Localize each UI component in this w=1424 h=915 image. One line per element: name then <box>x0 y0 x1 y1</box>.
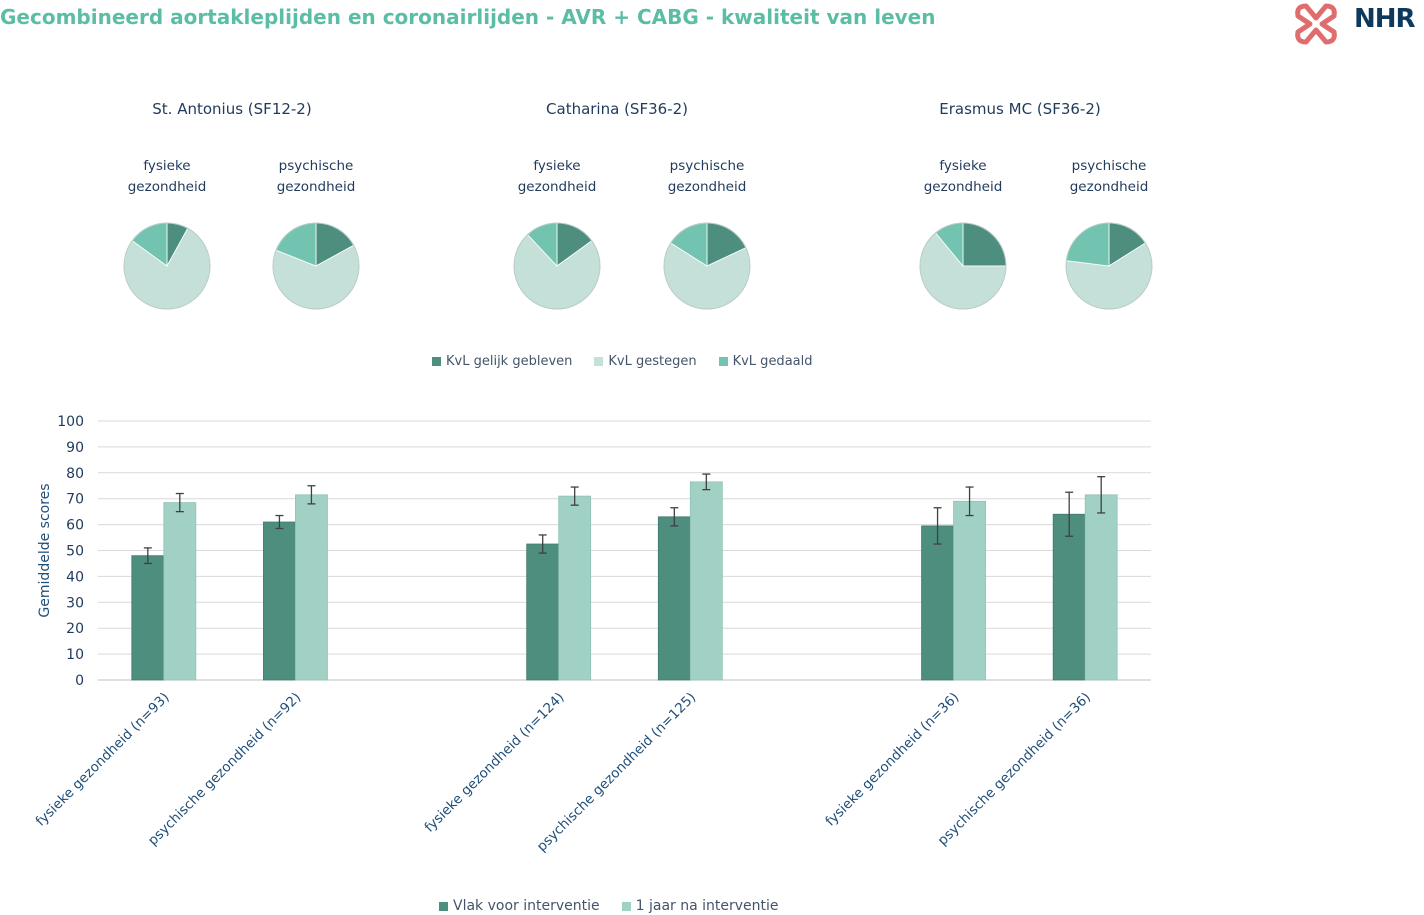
nhr-logo-icon <box>1295 3 1337 45</box>
pie-label-line: fysieke <box>939 158 987 174</box>
hospital-title: St. Antonius (SF12-2) <box>152 100 312 118</box>
bar <box>1084 494 1118 681</box>
pie-label-line: gezondheid <box>517 179 597 195</box>
y-tick-label: 100 <box>57 414 84 430</box>
legend-swatch <box>439 901 448 911</box>
y-axis-label: Gemiddelde scores <box>37 483 53 617</box>
bar <box>921 525 954 681</box>
y-tick-label: 60 <box>66 518 84 534</box>
legend-label: KvL gestegen <box>608 354 697 369</box>
legend-label: Vlak voor interventie <box>453 898 600 914</box>
bar <box>295 494 328 681</box>
legend-swatch <box>718 357 728 366</box>
bar <box>689 481 723 681</box>
pie-label-line: gezondheid <box>923 179 1003 195</box>
x-tick-label: psychische gezondheid (n=92) <box>145 690 304 849</box>
legend-swatch <box>432 357 441 366</box>
pie-label: psychische gezondheid <box>647 156 767 198</box>
y-tick-label: 20 <box>66 621 84 637</box>
pie-outline <box>919 222 1007 310</box>
pie-chart <box>272 222 360 310</box>
pie-label: psychische gezondheid <box>256 156 376 198</box>
pie-label: fysieke gezondheid <box>903 156 1023 198</box>
legend-label: KvL gedaald <box>732 354 813 369</box>
pie-label-line: gezondheid <box>276 179 356 195</box>
pie-chart <box>1065 222 1153 310</box>
page-title: Gecombineerd aortakleplijden en coronair… <box>0 5 936 29</box>
x-tick-label: fysieke gezondheid (n=124) <box>421 690 567 836</box>
pie-outline <box>123 222 211 310</box>
pie-outline <box>663 222 751 310</box>
pie-outline <box>513 222 601 310</box>
x-tick-label: fysieke gezondheid (n=36) <box>822 690 962 830</box>
y-tick-label: 0 <box>75 673 84 689</box>
pie-label-line: gezondheid <box>667 179 747 195</box>
bar-legend: Vlak voor interventie 1 jaar na interven… <box>439 898 779 914</box>
y-tick-label: 80 <box>66 466 84 482</box>
bar-legend-item: 1 jaar na interventie <box>621 898 779 914</box>
pie-label-line: fysieke <box>533 158 581 174</box>
bar <box>263 521 296 681</box>
pie-legend-item: KvL gedaald <box>718 354 813 369</box>
pie-slice-gedaald <box>1065 222 1110 267</box>
pie-legend-item: KvL gestegen <box>594 354 697 369</box>
bar-legend-item: Vlak voor interventie <box>439 898 600 914</box>
y-tick-label: 30 <box>66 595 84 611</box>
pie-legend-item: KvL gelijk gebleven <box>432 354 572 369</box>
x-tick-label: psychische gezondheid (n=36) <box>935 690 1094 849</box>
pie-label-line: gezondheid <box>1069 179 1149 195</box>
pie-label: fysieke gezondheid <box>497 156 617 198</box>
y-tick-label: 40 <box>66 569 84 585</box>
pie-label-line: gezondheid <box>127 179 207 195</box>
bar <box>953 500 986 681</box>
pie-chart <box>513 222 601 310</box>
pie-chart <box>919 222 1007 310</box>
pie-slice-gelijk <box>962 222 1007 267</box>
bar <box>163 502 197 681</box>
pie-outline <box>272 222 360 310</box>
x-tick-label: fysieke gezondheid (n=93) <box>33 690 173 830</box>
pie-chart <box>663 222 751 310</box>
y-tick-label: 50 <box>66 544 84 560</box>
y-tick-label: 10 <box>66 647 84 663</box>
pie-outline <box>1065 222 1153 310</box>
legend-swatch <box>594 357 604 366</box>
pie-label-line: psychische <box>1071 158 1147 174</box>
bar <box>1052 513 1086 681</box>
hospital-title: Erasmus MC (SF36-2) <box>939 100 1101 118</box>
pie-label-line: psychische <box>669 158 745 174</box>
pie-chart <box>123 222 211 310</box>
bar <box>657 516 691 681</box>
legend-label: KvL gelijk gebleven <box>446 354 573 369</box>
y-tick-label: 70 <box>66 492 84 508</box>
pie-label: fysieke gezondheid <box>107 156 227 198</box>
bar <box>558 495 592 681</box>
bar <box>131 555 165 681</box>
pie-label: psychische gezondheid <box>1049 156 1169 198</box>
x-tick-label: psychische gezondheid (n=125) <box>534 690 699 855</box>
y-tick-label: 90 <box>66 440 84 456</box>
logo-text: NHR <box>1354 4 1416 34</box>
hospital-title: Catharina (SF36-2) <box>546 100 688 118</box>
bar <box>526 543 560 681</box>
pie-label-line: fysieke <box>143 158 191 174</box>
legend-label: 1 jaar na interventie <box>635 898 779 914</box>
pie-legend: KvL gelijk gebleven KvL gestegen KvL ged… <box>432 354 813 369</box>
pie-label-line: psychische <box>278 158 354 174</box>
legend-swatch <box>621 901 631 911</box>
nhr-logo <box>1292 0 1424 48</box>
